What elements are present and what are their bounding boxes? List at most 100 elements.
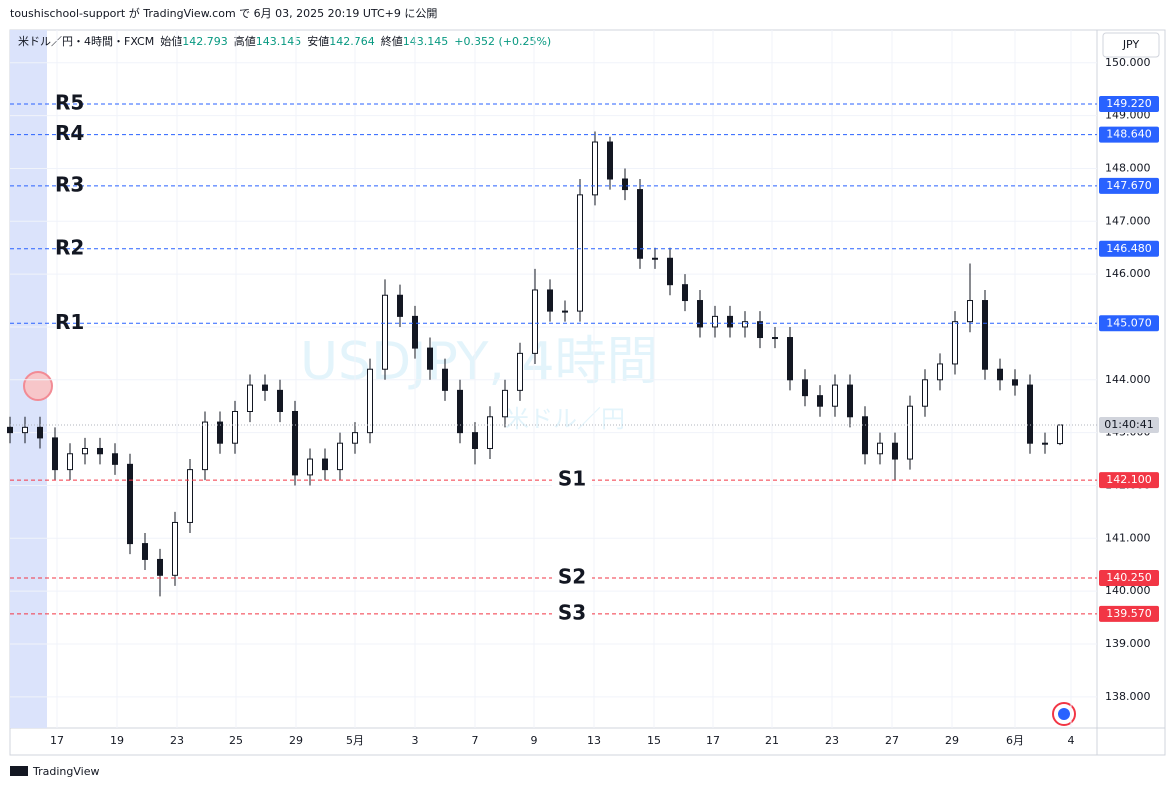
candle-body — [637, 189, 643, 259]
price-tag — [1099, 315, 1159, 332]
ohlc-value: 142.764 — [329, 35, 375, 48]
price-tag-label: 142.100 — [1106, 473, 1152, 486]
x-tick-label: 27 — [885, 734, 899, 747]
x-tick-label: 23 — [825, 734, 839, 747]
currency[interactable]: JPY — [1122, 38, 1140, 51]
level-name: S1 — [558, 467, 586, 491]
legend-text: 米ドル／円・4時間・FXCM 始値142.793 高値143.145 安値142.76… — [18, 34, 551, 48]
candle-body — [667, 257, 673, 286]
candle-body — [352, 432, 358, 444]
x-tick-label: 23 — [170, 734, 184, 747]
candle-body — [817, 395, 823, 407]
candle-body — [877, 442, 883, 455]
candle-body — [1027, 384, 1033, 444]
level-label-bg — [552, 601, 592, 626]
candle-body — [502, 389, 508, 418]
x-tick-label: 4 — [1068, 734, 1075, 747]
candle-body — [187, 469, 193, 523]
legend: 米ドル／円・4時間・FXCM 始値142.793 高値143.145 安値142.76… — [18, 34, 551, 48]
candle-body — [547, 289, 553, 312]
candle-body — [757, 321, 763, 339]
symbol: 米ドル／円・4時間・FXCM — [18, 35, 154, 48]
y-tick-label: 150.000 — [1105, 56, 1151, 69]
candle-body — [367, 368, 373, 434]
candle-body — [82, 447, 88, 455]
candle-body — [127, 463, 133, 545]
y-tick-label: 141.000 — [1105, 531, 1151, 544]
y-tick-label: 148.000 — [1105, 161, 1151, 174]
candle-body — [622, 178, 628, 191]
level-name: R4 — [55, 121, 84, 145]
candle-body — [217, 421, 223, 444]
ohlc-value: 143.145 — [256, 35, 302, 48]
candle-body — [202, 421, 208, 471]
candle-body — [727, 315, 733, 328]
x-tick-label: 17 — [706, 734, 720, 747]
price-tag-label: 147.670 — [1106, 179, 1152, 192]
x-tick-label: 3 — [412, 734, 419, 747]
candle-body — [532, 289, 538, 354]
candle-body — [37, 426, 43, 439]
candle-body — [412, 315, 418, 349]
price-tag — [1099, 95, 1159, 112]
candle-body — [97, 447, 103, 455]
currency-button[interactable] — [1102, 32, 1160, 58]
ohlc-label: 終値 — [381, 34, 403, 48]
x-tick-label: 21 — [765, 734, 779, 747]
candle-body — [772, 337, 778, 340]
candle-body — [142, 543, 148, 560]
price-tag — [1099, 126, 1159, 143]
candle-body — [607, 141, 613, 180]
price-tag-label: 146.480 — [1106, 242, 1152, 255]
x-tick-label: 13 — [587, 734, 601, 747]
candle-body — [67, 453, 73, 471]
candle-body — [472, 432, 478, 449]
level-label-bg — [552, 468, 592, 493]
candle-body — [292, 410, 298, 476]
publish-info: toushischool-support が TradingView.com で… — [10, 6, 437, 20]
x-tick-label: 25 — [229, 734, 243, 747]
candle-body — [1012, 379, 1018, 386]
candle-body — [1042, 442, 1048, 445]
candle-body — [382, 294, 388, 370]
x-tick-label: 29 — [945, 734, 959, 747]
candle-body — [22, 426, 28, 434]
candle-body — [232, 410, 238, 444]
candle-body — [982, 300, 988, 370]
candle-body — [1057, 424, 1063, 445]
x-tick-label: 6月 — [1006, 734, 1024, 747]
flag-icon — [1052, 702, 1076, 726]
candle-body — [247, 384, 253, 412]
candle-body — [802, 379, 808, 397]
footer-brand: TradingView — [32, 765, 99, 778]
ohlc-label: 安値 — [307, 34, 329, 48]
candle-body — [337, 442, 343, 471]
candle-body — [967, 300, 973, 323]
candle-body — [262, 384, 268, 391]
price-tag-label: 140.250 — [1106, 571, 1152, 584]
price-tag — [1099, 605, 1159, 622]
candle-body — [787, 337, 793, 381]
countdown-tag — [1099, 416, 1159, 433]
price-tag-label: 148.640 — [1106, 128, 1152, 141]
ohlc-value: 142.793 — [182, 35, 228, 48]
candle-body — [682, 284, 688, 302]
y-tick-label: 144.000 — [1105, 373, 1151, 386]
candle-body — [7, 426, 13, 434]
price-tag — [1099, 240, 1159, 257]
candle-body — [322, 458, 328, 471]
level-name: S2 — [558, 564, 586, 588]
candle-body — [442, 368, 448, 391]
level-name: R5 — [55, 90, 84, 114]
level-name: S3 — [558, 600, 586, 624]
candle-body — [457, 389, 463, 434]
candle-body — [112, 453, 118, 465]
candle-body — [697, 300, 703, 328]
y-tick-label: 138.000 — [1105, 690, 1151, 703]
price-tag — [1099, 177, 1159, 194]
price-tag — [1099, 569, 1159, 586]
price-tag — [1099, 472, 1159, 489]
candle-body — [937, 363, 943, 381]
